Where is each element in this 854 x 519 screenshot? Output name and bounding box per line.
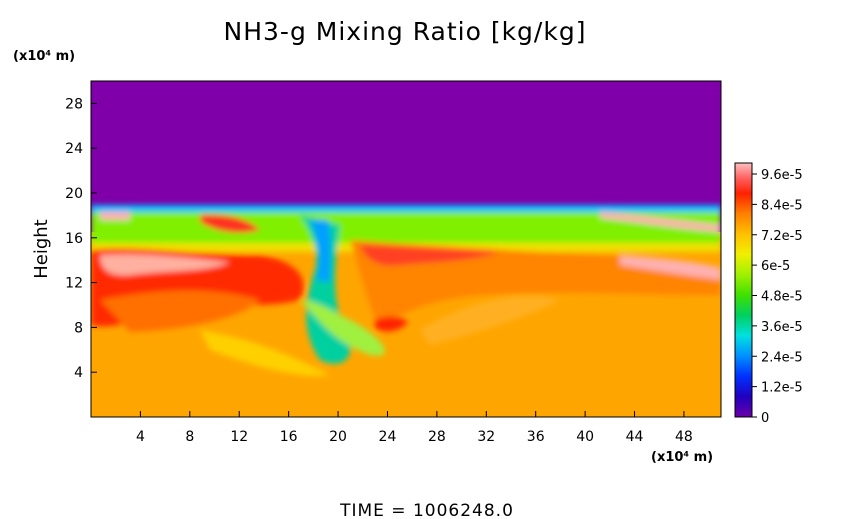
x-tick-label: 20 [329, 429, 347, 445]
x-tick-label: 8 [185, 429, 194, 445]
colorbar-tick-label: 9.6e-5 [761, 168, 803, 183]
y-tick-label: 8 [74, 320, 83, 336]
colorbar-tick-label: 0 [761, 411, 769, 426]
y-tick-label: 4 [74, 365, 83, 381]
y-tick-label: 20 [65, 186, 83, 202]
x-tick-label: 28 [428, 429, 446, 445]
colorbar-tick-label: 2.4e-5 [761, 350, 803, 365]
x-tick-label: 24 [379, 429, 397, 445]
x-tick-label: 36 [527, 429, 545, 445]
colorbar-tick-label: 6e-5 [761, 259, 790, 274]
y-axis-label: Height [31, 219, 52, 279]
x-tick-label: 16 [280, 429, 298, 445]
time-label: TIME = 1006248.0 [339, 501, 514, 519]
x-axis-ticks: 4 8 12 16 20 24 28 32 36 40 44 48 [136, 411, 693, 445]
x-tick-label: 40 [576, 429, 594, 445]
x-tick-label: 32 [477, 429, 495, 445]
colorbar-tick-label: 8.4e-5 [761, 198, 803, 213]
colorbar-tick-label: 4.8e-5 [761, 290, 803, 305]
colorbar-tick-label: 1.2e-5 [761, 381, 803, 396]
heatmap-features [91, 205, 721, 376]
heatmap-field [91, 81, 721, 417]
y-tick-label: 28 [65, 96, 83, 112]
x-tick-label: 4 [136, 429, 145, 445]
x-tick-label: 44 [626, 429, 644, 445]
colorbar-ticks: 9.6e-5 8.4e-5 7.2e-5 6e-5 4.8e-5 3.6e-5 2.4e-5… [752, 168, 803, 426]
plot-frame [90, 80, 722, 418]
colorbar [734, 162, 753, 418]
chart-title: NH3-g Mixing Ratio [kg/kg] [224, 17, 587, 46]
y-unit-label: (x10⁴ m) [13, 49, 75, 64]
y-tick-label: 24 [65, 141, 83, 157]
x-tick-label: 12 [230, 429, 248, 445]
colorbar-tick-label: 3.6e-5 [761, 320, 803, 335]
y-tick-label: 16 [65, 231, 83, 247]
y-tick-label: 12 [65, 276, 83, 292]
y-axis-ticks: 4 8 12 16 20 24 28 [65, 96, 97, 381]
x-tick-label: 48 [675, 429, 693, 445]
colorbar-tick-label: 7.2e-5 [761, 229, 803, 244]
x-unit-label: (x10⁴ m) [651, 450, 713, 465]
